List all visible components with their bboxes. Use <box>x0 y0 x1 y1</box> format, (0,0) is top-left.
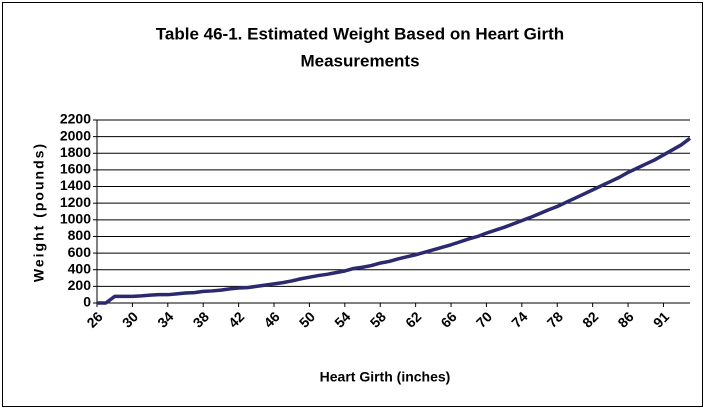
y-tick-label: 200 <box>68 277 92 293</box>
chart-title: Table 46-1. Estimated Weight Based on He… <box>156 24 564 43</box>
y-tick-label: 0 <box>83 294 91 310</box>
y-tick-label: 1000 <box>60 211 91 227</box>
data-line <box>97 136 692 305</box>
y-tick-label: 1200 <box>60 194 91 210</box>
y-tick-label: 1400 <box>60 177 91 193</box>
y-axis-title: Weight (pounds) <box>31 142 47 282</box>
y-tick-label: 2000 <box>60 127 91 143</box>
y-tick-label: 1600 <box>60 161 91 177</box>
y-tick-label: 400 <box>68 260 92 276</box>
x-axis-title: Heart Girth (inches) <box>320 369 451 385</box>
chart-subtitle: Measurements <box>300 51 419 70</box>
y-tick-label: 600 <box>68 244 92 260</box>
y-tick-label: 2200 <box>60 111 91 127</box>
y-tick-label: 800 <box>68 227 92 243</box>
y-tick-label: 1800 <box>60 144 91 160</box>
